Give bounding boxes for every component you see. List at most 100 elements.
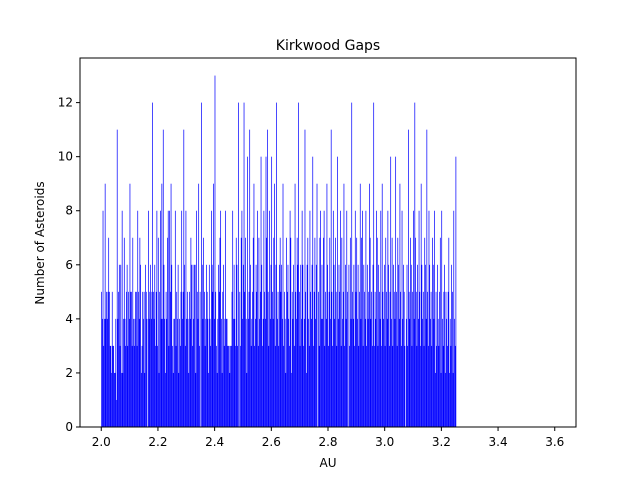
histogram-bar bbox=[301, 318, 302, 427]
x-tick-label: 2.8 bbox=[318, 435, 337, 449]
histogram-bar bbox=[425, 318, 427, 427]
histogram-bar bbox=[117, 318, 119, 427]
histogram-bar bbox=[386, 318, 388, 427]
histogram-bar bbox=[165, 291, 167, 427]
histogram-bar bbox=[281, 318, 283, 427]
histogram-bar bbox=[451, 264, 452, 427]
histogram-bar bbox=[275, 264, 277, 427]
histogram-bar bbox=[213, 183, 214, 427]
histogram-bar bbox=[199, 291, 201, 427]
histogram-bar bbox=[450, 345, 452, 427]
histogram-bar bbox=[242, 318, 243, 427]
histogram-bar bbox=[182, 318, 183, 427]
histogram-bar bbox=[251, 318, 253, 427]
histogram-bar bbox=[220, 210, 222, 427]
x-axis-ticks: 2.0 2.2 2.4 2.6 2.8 3.0 3.2 3.4 3.6 bbox=[92, 427, 564, 449]
histogram-bar bbox=[295, 291, 297, 427]
histogram-bar bbox=[300, 264, 302, 427]
histogram-bar bbox=[298, 291, 300, 427]
histogram-bar bbox=[128, 318, 130, 427]
histogram-bar bbox=[247, 318, 249, 427]
histogram-bar bbox=[154, 264, 156, 427]
histogram-bar bbox=[201, 264, 203, 427]
histogram-bar bbox=[279, 264, 280, 427]
histogram-bar bbox=[141, 345, 143, 427]
histogram-bar bbox=[208, 372, 209, 427]
histogram-bar bbox=[402, 318, 404, 427]
histogram-bar bbox=[328, 345, 329, 427]
x-tick-label: 3.4 bbox=[489, 435, 508, 449]
histogram-bar bbox=[413, 318, 415, 427]
histogram-bar bbox=[340, 210, 341, 427]
histogram-bar bbox=[375, 318, 377, 427]
histogram-bar bbox=[288, 318, 290, 427]
histogram-bar bbox=[260, 156, 262, 428]
y-tick-label: 0 bbox=[65, 420, 73, 434]
histogram-bar bbox=[449, 372, 450, 427]
histogram-bar bbox=[432, 264, 434, 427]
histogram-bar bbox=[424, 237, 426, 427]
histogram-bar bbox=[442, 345, 444, 427]
histogram-bar bbox=[176, 291, 178, 427]
histogram-bar bbox=[396, 291, 397, 427]
histogram-bar bbox=[313, 345, 314, 427]
histogram-bar bbox=[439, 237, 441, 427]
histogram-bar bbox=[203, 237, 204, 427]
histogram-bar bbox=[400, 291, 401, 427]
histogram-bar bbox=[116, 399, 117, 427]
histogram-bar bbox=[408, 129, 409, 427]
histogram-bar bbox=[167, 237, 168, 427]
histogram-bar bbox=[113, 345, 115, 427]
histogram-bar bbox=[421, 264, 423, 427]
histogram-bar bbox=[357, 318, 358, 427]
histogram-bar bbox=[371, 345, 373, 427]
histogram-bar bbox=[223, 345, 225, 427]
histogram-bar bbox=[349, 237, 351, 427]
histogram-bar bbox=[435, 291, 437, 427]
histogram-bar bbox=[230, 345, 232, 427]
histogram-bar bbox=[264, 318, 266, 427]
histogram-bar bbox=[197, 318, 199, 427]
histogram-bar bbox=[178, 372, 180, 427]
histogram-bar bbox=[186, 318, 187, 427]
x-tick-label: 2.6 bbox=[262, 435, 281, 449]
histogram-bar bbox=[427, 291, 428, 427]
histogram-bar bbox=[391, 318, 392, 427]
histogram-bar bbox=[144, 372, 146, 427]
histogram-bar bbox=[371, 291, 372, 427]
x-tick-label: 2.4 bbox=[205, 435, 224, 449]
histogram-bar bbox=[307, 237, 309, 427]
histogram-bar bbox=[243, 102, 245, 427]
y-tick-label: 12 bbox=[58, 96, 73, 110]
histogram-bar bbox=[379, 318, 381, 427]
histogram-bar bbox=[194, 264, 195, 427]
histogram-bar bbox=[303, 345, 304, 427]
histogram-bar bbox=[336, 345, 338, 427]
histogram-bar bbox=[436, 345, 438, 427]
histogram-bar bbox=[364, 291, 365, 427]
histogram-bar bbox=[249, 129, 251, 427]
histogram-bar bbox=[106, 291, 107, 427]
histogram-bar bbox=[111, 291, 113, 427]
y-tick-label: 6 bbox=[65, 258, 73, 272]
histogram-bar bbox=[105, 318, 107, 427]
histogram-bar bbox=[172, 372, 174, 427]
histogram-bar bbox=[306, 264, 308, 427]
histogram-bar bbox=[303, 318, 305, 427]
histogram-bars bbox=[101, 75, 457, 428]
histogram-bar bbox=[378, 264, 380, 427]
histogram-bar bbox=[294, 183, 296, 427]
histogram-bar bbox=[157, 345, 158, 427]
histogram-bar bbox=[362, 345, 364, 427]
histogram-bar bbox=[396, 345, 398, 427]
histogram-bar bbox=[272, 318, 274, 427]
histogram-bar bbox=[446, 318, 448, 427]
histogram-bar bbox=[308, 318, 309, 427]
histogram-bar bbox=[163, 264, 165, 427]
histogram-bar bbox=[318, 345, 320, 427]
histogram-bar bbox=[160, 318, 162, 427]
histogram-bar bbox=[426, 129, 428, 427]
histogram-bar bbox=[170, 183, 172, 427]
histogram-bar bbox=[452, 372, 454, 427]
histogram-bar bbox=[323, 210, 325, 427]
